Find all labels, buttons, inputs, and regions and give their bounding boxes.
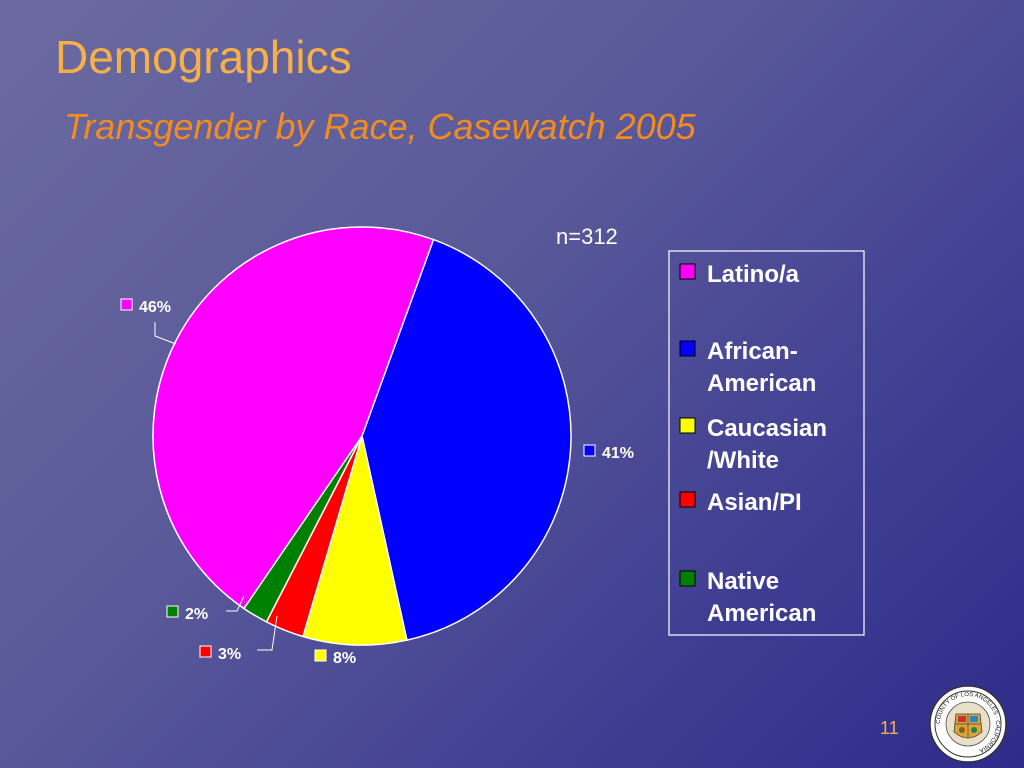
data-label-asian-pi: 3%: [218, 646, 241, 663]
data-label-swatch-latino-a: [120, 298, 133, 311]
data-label-swatch-native-american: [166, 605, 179, 618]
pie-slices: [152, 226, 572, 646]
data-label-african-american: 41%: [602, 445, 634, 462]
leader-lines: [154, 322, 278, 651]
data-label-native-american: 2%: [185, 606, 208, 623]
legend-swatch-native-american: [679, 570, 696, 587]
pie-slice-african-american: [361, 238, 572, 641]
data-label-swatch-caucasian-white: [314, 649, 327, 662]
legend-label-caucasian-white: /White: [707, 447, 779, 474]
slide-title: Demographics: [55, 31, 352, 83]
legend-frame: [668, 250, 865, 636]
data-label-swatch-asian-pi: [199, 645, 212, 658]
page-number: 11: [880, 718, 899, 738]
legend-swatch-asian-pi: [679, 491, 696, 508]
legend-label-african-american: African-: [707, 338, 798, 365]
leader-line-native-american: [226, 595, 245, 612]
slide-subtitle: Transgender by Race, Casewatch 2005: [64, 106, 696, 147]
data-label-latino-a: 46%: [139, 299, 171, 316]
legend-label-latino-a: Latino/a: [707, 261, 800, 288]
legend-label-native-american: American: [707, 600, 816, 627]
legend-label-caucasian-white: Caucasian: [707, 415, 827, 442]
legend-label-african-american: American: [707, 370, 816, 397]
leader-line-latino-a: [154, 322, 177, 345]
legend-swatch-caucasian-white: [679, 417, 696, 434]
county-seal-icon: COUNTY OF LOS ANGELES · CALIFORNIA: [929, 685, 1007, 763]
data-labels: 46% 41% 8% 3% 2%: [120, 298, 634, 667]
data-label-caucasian-white: 8%: [333, 650, 356, 667]
legend-swatch-african-american: [679, 340, 696, 357]
data-label-swatch-african-american: [583, 444, 596, 457]
legend-label-asian-pi: Asian/PI: [707, 489, 802, 516]
pie-slice-caucasian-white: [302, 435, 408, 646]
sample-size-note: n=312: [556, 224, 618, 249]
legend-label-native-american: Native: [707, 568, 779, 595]
leader-line-asian-pi: [257, 615, 278, 651]
pie-slice-latino-a: [152, 226, 435, 610]
legend-swatch-latino-a: [679, 263, 696, 280]
legend: Latino/a African- American Caucasian/White A…: [668, 250, 865, 636]
